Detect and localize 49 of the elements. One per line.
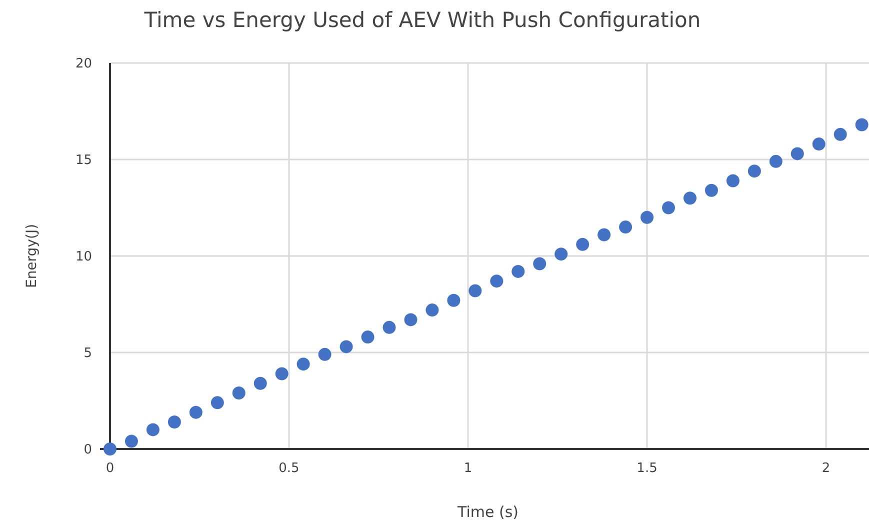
point xyxy=(812,138,826,151)
point xyxy=(318,348,332,361)
point xyxy=(855,118,868,132)
y-axis-title: Energy(J) xyxy=(24,224,40,288)
point xyxy=(124,434,138,448)
point xyxy=(254,376,267,390)
point xyxy=(640,210,654,224)
x-tick-label: 0.5 xyxy=(278,461,300,476)
point xyxy=(533,257,546,270)
y-tick-label: 5 xyxy=(84,346,92,362)
y-tick-label: 0 xyxy=(84,442,92,458)
point xyxy=(748,164,761,178)
point xyxy=(683,192,696,205)
point xyxy=(189,406,202,419)
point xyxy=(769,154,782,168)
point xyxy=(576,238,590,251)
point xyxy=(296,358,310,371)
point xyxy=(146,423,160,436)
y-tick-label: 20 xyxy=(75,56,92,72)
chart-title: Time vs Energy Used of AEV With Push Configuration xyxy=(143,8,701,32)
point xyxy=(104,442,116,456)
x-tick-label: 0 xyxy=(106,461,114,476)
point xyxy=(382,320,396,334)
point xyxy=(468,284,482,298)
x-tick-label: 2 xyxy=(822,461,830,476)
point xyxy=(340,340,353,354)
x-tick-label: 1.5 xyxy=(636,461,658,476)
point xyxy=(426,304,439,317)
point xyxy=(361,330,374,344)
x-tick-label: 1 xyxy=(464,461,472,476)
point xyxy=(662,201,676,214)
y-tick-label: 10 xyxy=(75,250,92,265)
point xyxy=(619,220,632,234)
point xyxy=(447,294,460,307)
point xyxy=(598,228,611,242)
point xyxy=(210,396,224,410)
point xyxy=(726,174,740,188)
point xyxy=(834,128,847,141)
point xyxy=(704,184,718,197)
point xyxy=(490,274,504,288)
point xyxy=(275,367,288,380)
point xyxy=(232,386,246,400)
point xyxy=(790,147,804,160)
point xyxy=(554,248,568,261)
y-tick-label: 15 xyxy=(75,153,92,168)
point xyxy=(512,264,525,278)
point xyxy=(404,313,418,326)
x-axis-title: Time (s) xyxy=(456,503,518,521)
point xyxy=(168,415,181,428)
